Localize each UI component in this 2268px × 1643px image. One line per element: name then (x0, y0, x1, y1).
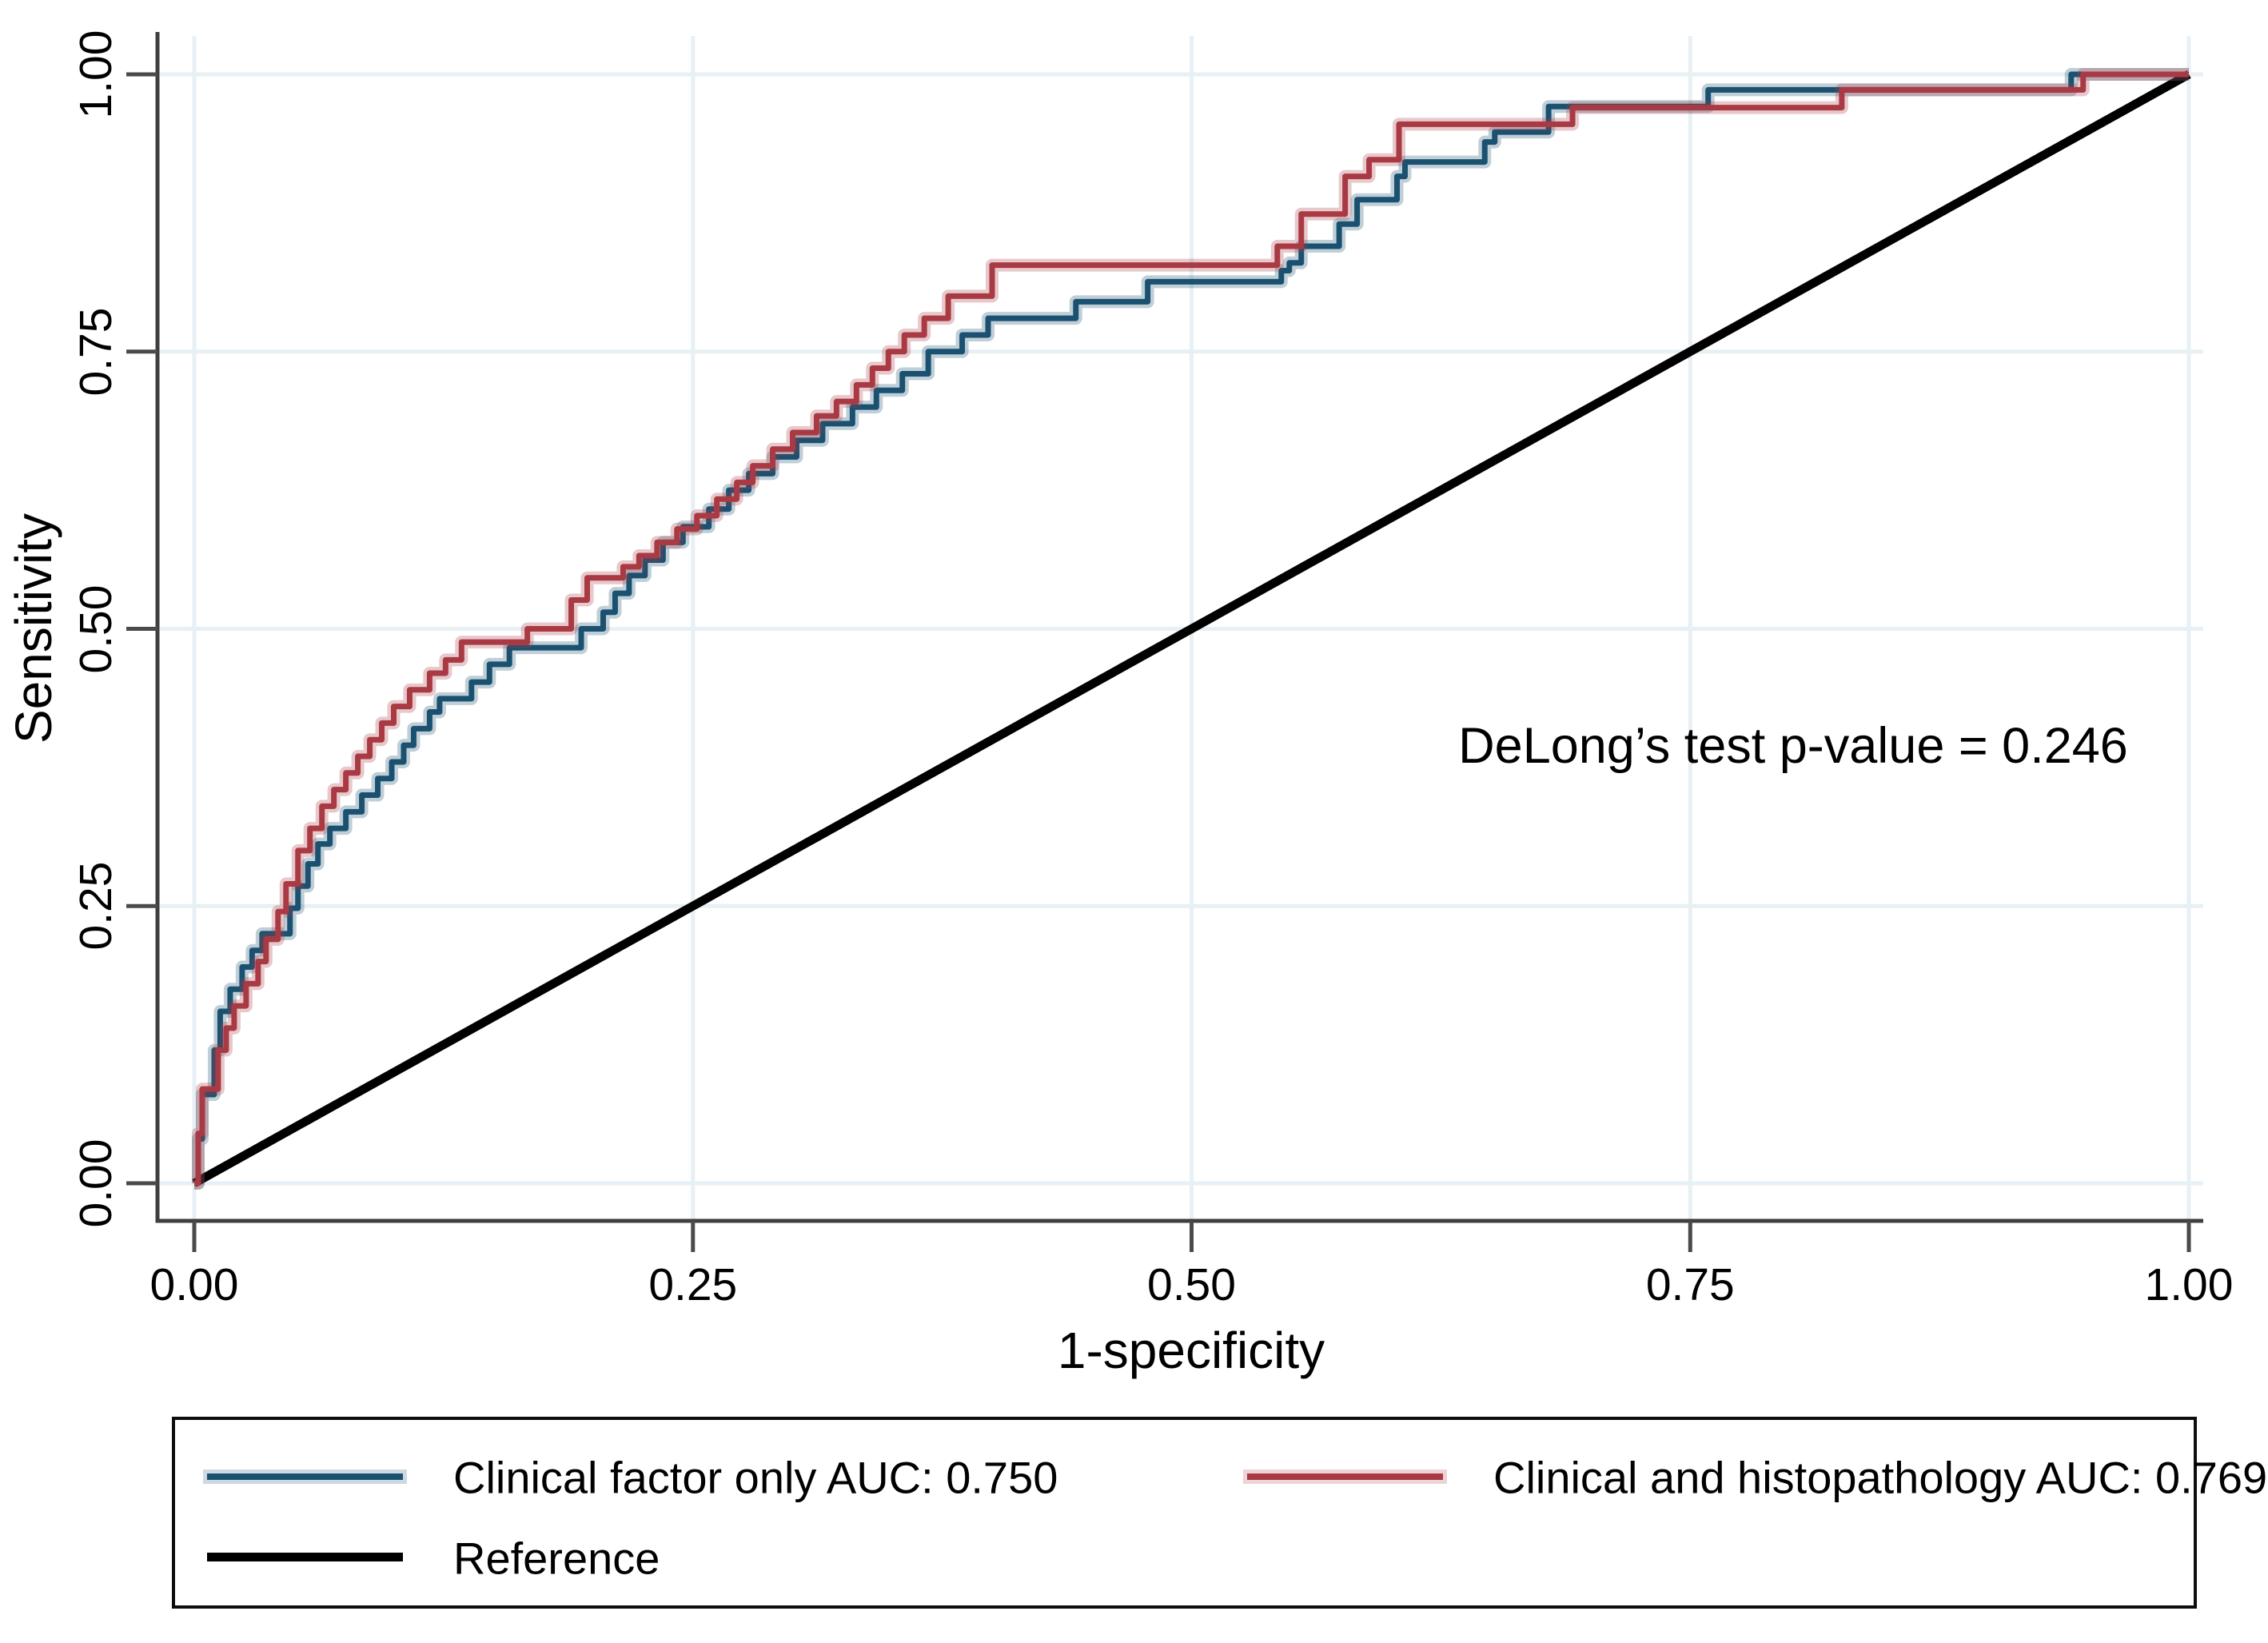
x-tick-label-0: 0.00 (149, 1259, 239, 1310)
x-axis-title: 1-specificity (1057, 1322, 1325, 1379)
legend-swatch-clinical-only (207, 1474, 403, 1480)
legend-swatch-reference (207, 1553, 403, 1561)
x-tick-label-1: 0.25 (648, 1259, 738, 1310)
legend-label-reference: Reference (453, 1533, 660, 1584)
gridlines (160, 36, 2203, 1219)
y-tick-label-3: 0.75 (70, 307, 122, 397)
y-tick-label-2: 0.50 (70, 584, 122, 673)
legend-swatch-clinical-histopathology (1247, 1474, 1443, 1480)
reference-line (192, 70, 2191, 1187)
legend-label-clinical-histopathology: Clinical and histopathology AUC: 0.769 (1493, 1452, 2268, 1503)
x-tick-label-3: 0.75 (1645, 1259, 1735, 1310)
axis-lines (155, 32, 2203, 1223)
y-axis-title: Sensitivity (5, 512, 62, 744)
roc-curve-clinical-histopathology (194, 71, 2189, 1186)
y-tick-label-4: 1.00 (70, 30, 122, 119)
delong-test-annotation: DeLong’s test p-value = 0.246 (1458, 718, 2128, 774)
legend-label-clinical-only: Clinical factor only AUC: 0.750 (453, 1452, 1058, 1503)
legend-box: Clinical factor only AUC: 0.750 Clinical… (172, 1417, 2267, 1609)
y-tick-label-1: 0.25 (70, 861, 122, 951)
x-tick-label-2: 0.50 (1147, 1259, 1236, 1310)
x-tick-label-4: 1.00 (2144, 1259, 2234, 1310)
y-tick-label-0: 0.00 (70, 1139, 122, 1228)
axis-ticks (126, 72, 2191, 1252)
